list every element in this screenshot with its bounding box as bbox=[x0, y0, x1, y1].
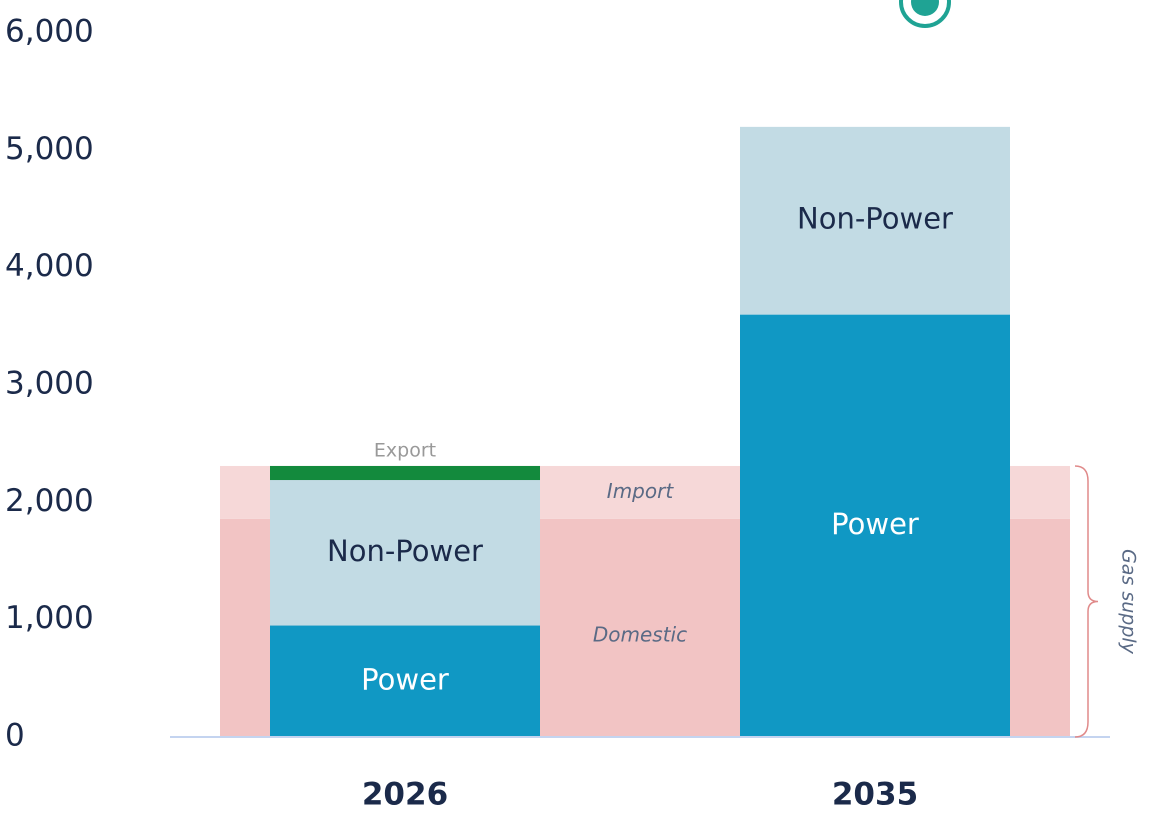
supply-label: Import bbox=[607, 479, 675, 503]
bar-segment bbox=[270, 625, 540, 737]
bar-segment bbox=[270, 480, 540, 626]
bar-segment bbox=[270, 465, 540, 481]
x-tick-label: 2035 bbox=[832, 777, 918, 813]
y-tick-label: 0 bbox=[5, 718, 25, 754]
segment-label: Export bbox=[374, 439, 436, 461]
supply-label: Domestic bbox=[593, 622, 687, 646]
y-tick-label: 1,000 bbox=[5, 600, 94, 636]
y-tick-label: 4,000 bbox=[5, 248, 94, 284]
brace bbox=[1074, 465, 1099, 738]
logo bbox=[899, 0, 951, 28]
x-tick-label: 2026 bbox=[362, 777, 448, 813]
y-tick-label: 5,000 bbox=[5, 131, 94, 167]
segment-label: Non-Power bbox=[327, 534, 483, 568]
segment-label: Power bbox=[361, 662, 449, 696]
y-tick-label: 3,000 bbox=[5, 366, 94, 402]
y-tick-label: 6,000 bbox=[5, 14, 94, 50]
segment-label: Non-Power bbox=[797, 202, 953, 236]
y-tick-label: 2,000 bbox=[5, 483, 94, 519]
bar-segment bbox=[740, 314, 1010, 737]
supply-title: Gas supply bbox=[1118, 549, 1140, 655]
bar-segment bbox=[740, 126, 1010, 315]
segment-label: Power bbox=[831, 507, 919, 541]
